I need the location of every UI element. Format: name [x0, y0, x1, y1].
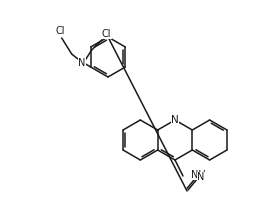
Text: N: N — [197, 172, 205, 182]
Text: Cl: Cl — [56, 26, 65, 36]
Text: NH: NH — [191, 170, 206, 180]
Text: Cl: Cl — [102, 29, 112, 39]
Text: N: N — [171, 115, 179, 125]
Text: N: N — [78, 58, 85, 68]
